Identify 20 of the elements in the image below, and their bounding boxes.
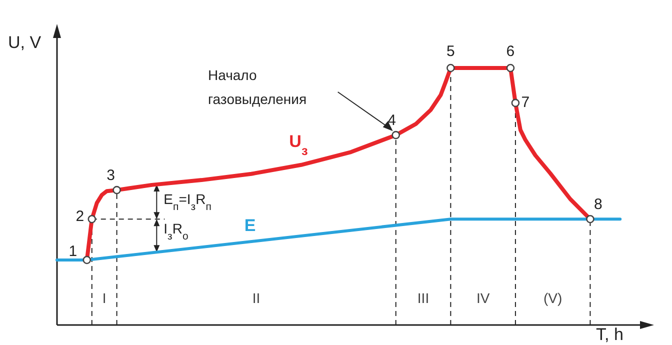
annotation: Начало газовыделения <box>208 67 307 107</box>
annotation: I$_{з}$R$_{о}$ <box>164 220 189 243</box>
y-axis-title: U, V <box>8 33 42 52</box>
annotation: (V) <box>543 290 562 306</box>
annotation: E$_{п}$=I$_{з}$R$_{п}$ <box>164 190 212 213</box>
text: 6 <box>506 43 515 60</box>
annotation: III <box>417 290 430 306</box>
annotation: 2 <box>76 208 84 226</box>
annotation: I <box>102 290 106 306</box>
text: 5 <box>446 43 455 60</box>
series-label: U$_{з}$ <box>289 132 308 158</box>
annotation: 7 <box>521 94 530 111</box>
annotation: 8 <box>594 196 602 214</box>
annotation: 3 <box>106 167 115 184</box>
annotation: 1 <box>68 242 78 260</box>
annotation: 4 <box>388 112 396 130</box>
annotation: IV <box>476 290 490 306</box>
series-label: E <box>244 216 256 235</box>
annotation: II <box>252 290 260 306</box>
x-axis-title: T, h <box>596 325 624 344</box>
